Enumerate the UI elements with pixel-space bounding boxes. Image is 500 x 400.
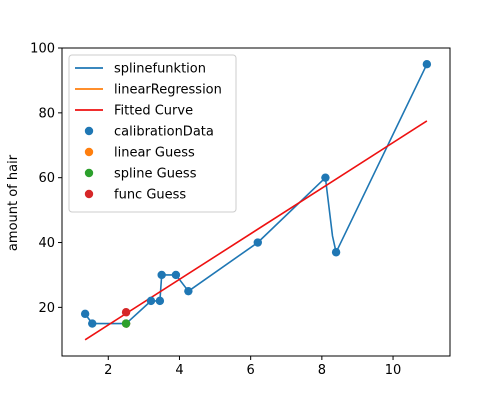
y-tick-label: 40 xyxy=(38,236,55,251)
series-layer xyxy=(80,60,432,341)
data-point-calibrationdata xyxy=(184,286,193,296)
y-tick-label: 80 xyxy=(38,106,55,121)
legend-swatch-linear-guess xyxy=(84,147,94,157)
legend-label-func-guess: func Guess xyxy=(114,188,186,203)
legend-swatch-spline-guess xyxy=(84,168,94,178)
data-point-spline-guess xyxy=(121,319,131,328)
x-tick-label: 6 xyxy=(247,363,255,378)
y-tick-label: 60 xyxy=(38,171,55,186)
data-point-calibrationdata xyxy=(253,238,262,247)
data-point-calibrationdata xyxy=(157,270,166,280)
legend-swatch-func-guess xyxy=(84,189,94,199)
legend-label-linearregression: linearRegression xyxy=(114,83,222,98)
legend-box xyxy=(68,54,237,213)
data-point-calibrationdata xyxy=(88,319,97,328)
data-point-calibrationdata xyxy=(422,60,432,69)
legend: splinefunktion linearRegression Fitted Cur… xyxy=(68,54,237,213)
legend-label-splinefunktion: splinefunktion xyxy=(114,62,206,77)
legend-label-spline-guess: spline Guess xyxy=(114,167,197,182)
legend-label-linear-guess: linear Guess xyxy=(114,146,195,161)
data-point-calibrationdata xyxy=(171,270,181,280)
legend-label-calibrationdata: calibrationData xyxy=(114,125,214,140)
x-tick-label: 2 xyxy=(104,363,112,378)
x-tick-label: 10 xyxy=(385,363,402,378)
axes-layer: 2 4 6 8 10 20 40 60 80 100 xyxy=(30,42,451,378)
data-point-calibrationdata xyxy=(146,296,156,306)
data-point-func-guess xyxy=(121,308,131,317)
x-tick-label: 4 xyxy=(175,363,183,378)
series-line-fitted-curve xyxy=(84,120,428,341)
data-point-calibrationdata xyxy=(321,173,330,182)
legend-label-fitted-curve: Fitted Curve xyxy=(114,104,193,119)
y-axis-label: amount of hair xyxy=(6,154,21,251)
y-tick-label: 100 xyxy=(30,42,55,57)
x-tick-label: 8 xyxy=(318,363,326,378)
legend-swatch-calibrationdata xyxy=(84,126,94,136)
data-point-calibrationdata xyxy=(80,309,90,319)
plot-frame xyxy=(61,47,451,357)
data-point-calibrationdata xyxy=(331,248,341,257)
y-tick-label: 20 xyxy=(38,301,55,316)
data-point-calibrationdata xyxy=(155,296,165,306)
